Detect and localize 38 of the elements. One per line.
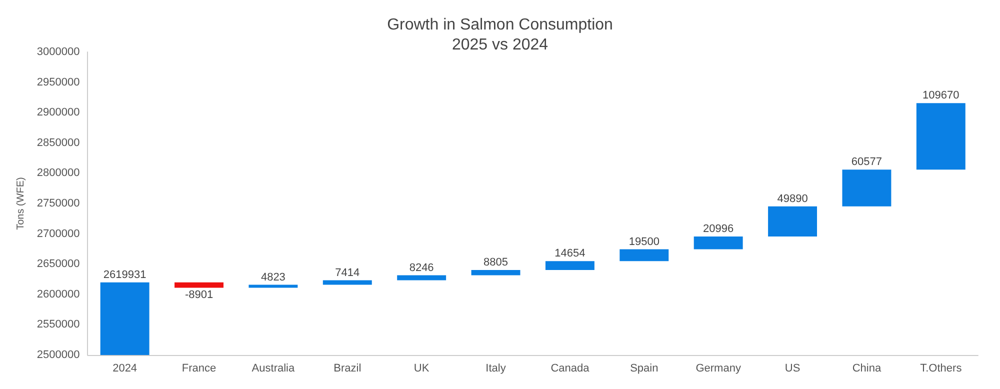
data-label: 7414 <box>335 266 360 279</box>
x-tick-label: Germany <box>696 362 742 374</box>
y-tick-label: 2600000 <box>36 288 80 300</box>
data-label: 8805 <box>484 256 508 268</box>
y-tick-label: 2850000 <box>36 136 80 149</box>
data-label: 14654 <box>554 248 586 260</box>
data-label: 2619931 <box>103 268 146 281</box>
data-label: 109670 <box>922 90 960 102</box>
x-tick-label: China <box>852 362 882 374</box>
y-tick-label: 2500000 <box>36 349 80 361</box>
data-label: 19500 <box>628 236 660 248</box>
y-tick-label: 3000000 <box>36 46 80 58</box>
data-label: 4823 <box>260 271 286 284</box>
x-tick-label: T.Others <box>920 362 962 374</box>
data-label: 49890 <box>777 192 808 205</box>
x-tick-label: US <box>784 362 800 374</box>
y-tick-label: 2950000 <box>36 76 80 88</box>
x-tick-label: Brazil <box>334 362 362 374</box>
chart-subtitle: 2025 vs 2024 <box>452 36 548 54</box>
y-tick-label: 2550000 <box>36 318 80 331</box>
y-tick-label: 2700000 <box>36 228 80 240</box>
x-tick-label: Australia <box>252 362 296 374</box>
x-tick-label: Spain <box>630 362 658 374</box>
y-tick-label: 2800000 <box>36 167 80 180</box>
y-tick-label: 2650000 <box>36 258 80 270</box>
data-label: 60577 <box>851 156 882 168</box>
x-tick-label: France <box>182 362 216 374</box>
data-label: -8901 <box>184 289 214 302</box>
x-tick-label: 2024 <box>112 362 138 374</box>
y-tick-label: 2750000 <box>36 198 80 210</box>
x-tick-label: Italy <box>486 362 506 374</box>
y-tick-label: 2900000 <box>36 106 80 119</box>
data-label: 8246 <box>409 262 434 274</box>
data-label: 20996 <box>703 223 734 236</box>
y-axis-title: Tons (WFE) <box>16 177 26 230</box>
x-tick-label: Canada <box>550 362 590 374</box>
chart-title: Growth in Salmon Consumption <box>387 16 613 34</box>
x-tick-label: UK <box>414 362 430 374</box>
